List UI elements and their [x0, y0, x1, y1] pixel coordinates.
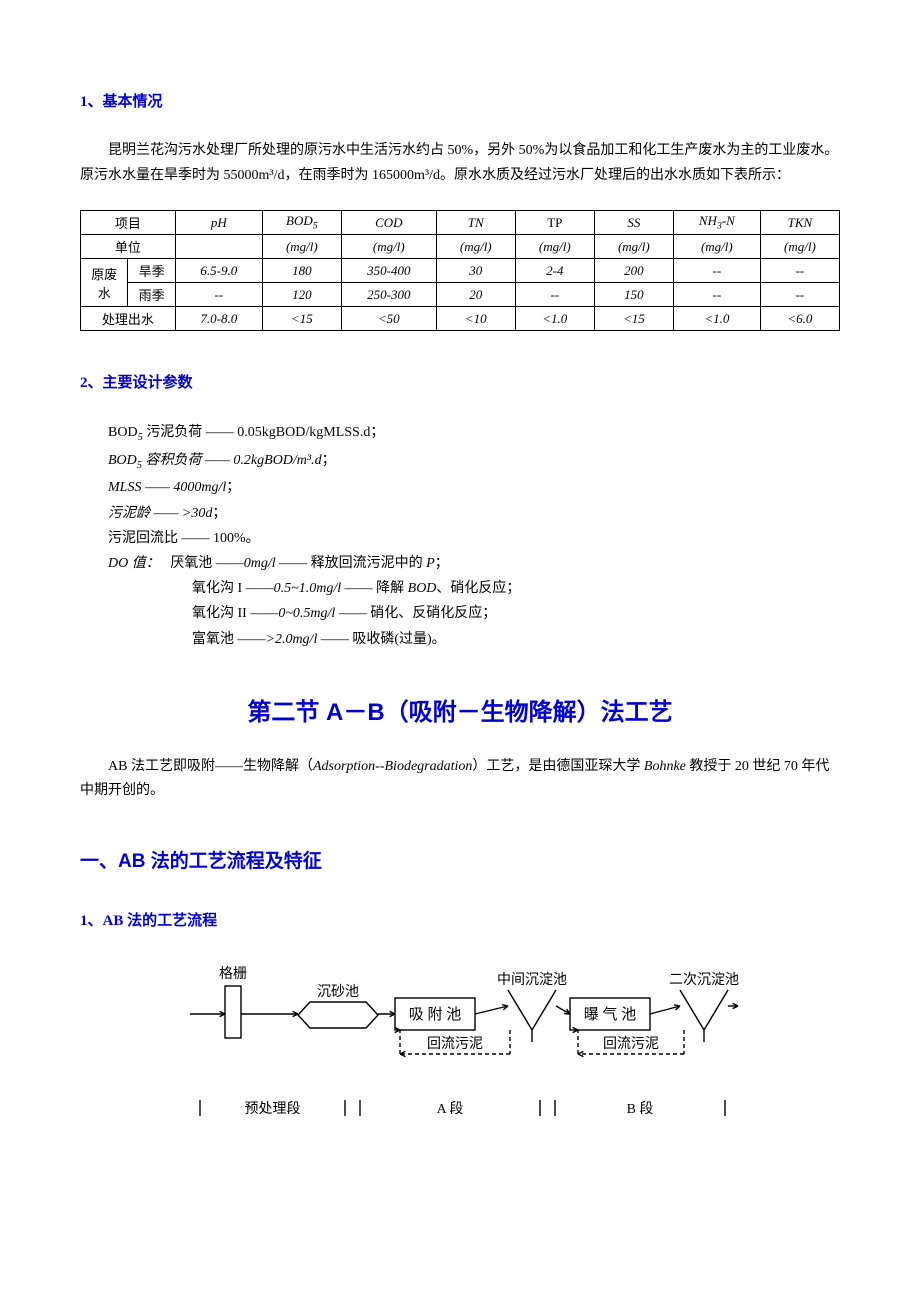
td: 2-4: [515, 259, 594, 283]
td: 20: [436, 283, 515, 307]
td-season: 雨季: [128, 283, 175, 307]
td: <15: [594, 307, 673, 331]
td: --: [673, 259, 760, 283]
svg-text:格栅: 格栅: [219, 966, 247, 982]
svg-text:A 段: A 段: [437, 1101, 464, 1117]
th-ph: pH: [175, 211, 262, 235]
td: <6.0: [760, 307, 839, 331]
heading-ab-process: 一、AB 法的工艺流程及特征: [80, 846, 840, 873]
td: 120: [262, 283, 341, 307]
td: --: [760, 259, 839, 283]
table-header-row: 项目 pH BOD5 COD TN TP SS NH3-N TKN: [81, 211, 840, 235]
td: 6.5-9.0: [175, 259, 262, 283]
svg-text:预处理段: 预处理段: [245, 1101, 301, 1117]
param-line: BOD5 容积负荷 —— 0.2kgBOD/m³.d；: [80, 448, 840, 476]
td-unit: (mg/l): [341, 235, 436, 259]
td-unit-label: 单位: [81, 235, 176, 259]
svg-text:中间沉淀池: 中间沉淀池: [497, 972, 567, 988]
th-tp: TP: [515, 211, 594, 235]
param-line: MLSS —— 4000mg/l；: [80, 475, 840, 500]
th-tn: TN: [436, 211, 515, 235]
heading-design-params: 2、主要设计参数: [80, 371, 840, 392]
td: 350-400: [341, 259, 436, 283]
td: 30: [436, 259, 515, 283]
table-row: 原废水 旱季 6.5-9.0 180 350-400 30 2-4 200 --…: [81, 259, 840, 283]
td-season: 旱季: [128, 259, 175, 283]
td-unit: (mg/l): [673, 235, 760, 259]
td-unit: (mg/l): [262, 235, 341, 259]
td-unit: (mg/l): [760, 235, 839, 259]
td: <10: [436, 307, 515, 331]
param-line: BOD5 污泥负荷 —— 0.05kgBOD/kgMLSS.d；: [80, 420, 840, 448]
heading-ab-flow: 1、AB 法的工艺流程: [80, 909, 840, 930]
svg-text:沉砂池: 沉砂池: [317, 984, 359, 1000]
th-bod5: BOD5: [262, 211, 341, 235]
td-treated: 处理出水: [81, 307, 176, 331]
table-unit-row: 单位 (mg/l) (mg/l) (mg/l) (mg/l) (mg/l) (m…: [81, 235, 840, 259]
svg-text:二次沉淀池: 二次沉淀池: [669, 972, 739, 988]
svg-text:B 段: B 段: [627, 1101, 654, 1117]
td: <50: [341, 307, 436, 331]
td: --: [673, 283, 760, 307]
td: --: [515, 283, 594, 307]
td: <15: [262, 307, 341, 331]
td-unit-ph: [175, 235, 262, 259]
th-cod: COD: [341, 211, 436, 235]
svg-text:回流污泥: 回流污泥: [427, 1036, 483, 1052]
param-do-line: 氧化沟 I ——0.5~1.0mg/l —— 降解 BOD、硝化反应；: [80, 576, 840, 601]
th-item: 项目: [81, 211, 176, 235]
para-basic-info: 昆明兰花沟污水处理厂所处理的原污水中生活污水约占 50%，另外 50%为以食品加…: [80, 139, 840, 188]
svg-text:吸 附 池: 吸 附 池: [409, 1006, 462, 1023]
param-line: 污泥龄 —— >30d；: [80, 501, 840, 526]
td: 180: [262, 259, 341, 283]
td: 200: [594, 259, 673, 283]
param-do-line: DO 值： 厌氧池 ——0mg/l —— 释放回流污泥中的 P；: [80, 551, 840, 576]
td-unit: (mg/l): [515, 235, 594, 259]
svg-text:回流污泥: 回流污泥: [603, 1036, 659, 1052]
section-title: 第二节 A－B（吸附－生物降解）法工艺: [80, 692, 840, 727]
td: --: [760, 283, 839, 307]
th-ss: SS: [594, 211, 673, 235]
td-unit: (mg/l): [594, 235, 673, 259]
th-tkn: TKN: [760, 211, 839, 235]
param-line: 污泥回流比 —— 100%。: [80, 526, 840, 551]
td-raw-water: 原废水: [81, 259, 128, 307]
td: <1.0: [515, 307, 594, 331]
ab-flow-diagram: 格栅沉砂池吸 附 池 中间沉淀池曝 气 池 二次沉淀池回流污泥 回流污泥预处理段 A 段…: [80, 958, 840, 1128]
param-do-line: 氧化沟 II ——0~0.5mg/l —— 硝化、反硝化反应；: [80, 601, 840, 626]
td: 7.0-8.0: [175, 307, 262, 331]
td: 150: [594, 283, 673, 307]
svg-text:曝 气 池: 曝 气 池: [584, 1006, 637, 1023]
th-nh3n: NH3-N: [673, 211, 760, 235]
heading-basic-info: 1、基本情况: [80, 90, 840, 111]
td: --: [175, 283, 262, 307]
water-quality-table: 项目 pH BOD5 COD TN TP SS NH3-N TKN 单位 (mg…: [80, 210, 840, 331]
para-ab-intro: AB 法工艺即吸附——生物降解（Adsorption--Biodegradati…: [80, 755, 840, 804]
td: <1.0: [673, 307, 760, 331]
td: 250-300: [341, 283, 436, 307]
table-row: 雨季 -- 120 250-300 20 -- 150 -- --: [81, 283, 840, 307]
table-row: 处理出水 7.0-8.0 <15 <50 <10 <1.0 <15 <1.0 <…: [81, 307, 840, 331]
td-unit: (mg/l): [436, 235, 515, 259]
param-do-line: 富氧池 ——>2.0mg/l —— 吸收磷(过量)。: [80, 627, 840, 652]
